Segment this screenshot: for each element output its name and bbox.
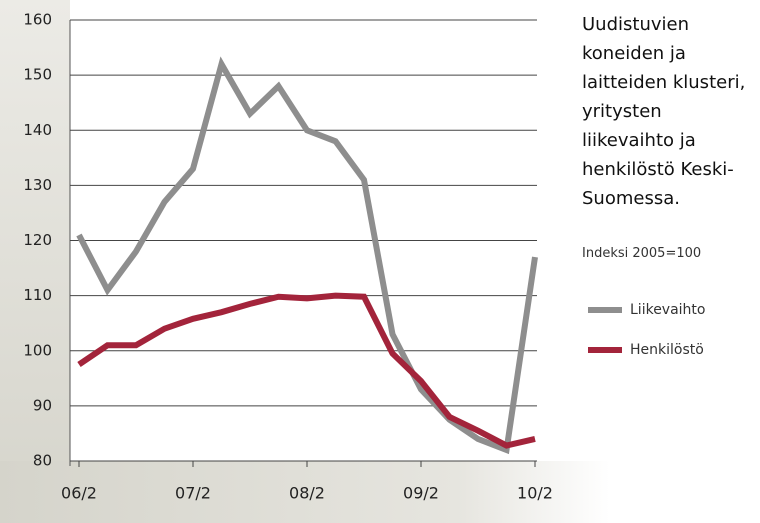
legend-swatch [588, 307, 622, 313]
legend-label: Liikevaihto [630, 302, 706, 318]
y-tick-label: 120 [23, 231, 52, 249]
x-tick-label: 08/2 [289, 484, 325, 503]
y-tick-label: 160 [23, 11, 52, 29]
y-tick-label: 80 [33, 452, 52, 470]
legend-item: Liikevaihto [588, 302, 705, 318]
y-tick-label: 100 [23, 341, 52, 359]
x-tick-label: 06/2 [61, 484, 97, 503]
y-tick-label: 140 [23, 121, 52, 139]
line-series [76, 56, 538, 455]
y-tick-label: 130 [23, 176, 52, 194]
chart-title: Uudistuvien koneiden ja laitteiden klust… [582, 14, 746, 209]
legend-label: Henkilöstö [630, 342, 704, 358]
line-series [77, 292, 536, 449]
y-tick-label: 90 [33, 396, 52, 414]
x-tick-label: 10/2 [517, 484, 553, 503]
legend-swatch [588, 347, 622, 353]
x-tick-label: 09/2 [403, 484, 439, 503]
y-tick-label: 150 [23, 66, 52, 84]
background [0, 0, 70, 523]
y-tick-label: 110 [23, 286, 52, 304]
x-tick-label: 07/2 [175, 484, 211, 503]
subtitle: Indeksi 2005=100 [582, 246, 702, 261]
background [0, 461, 610, 523]
legend-item: Henkilöstö [588, 342, 704, 358]
